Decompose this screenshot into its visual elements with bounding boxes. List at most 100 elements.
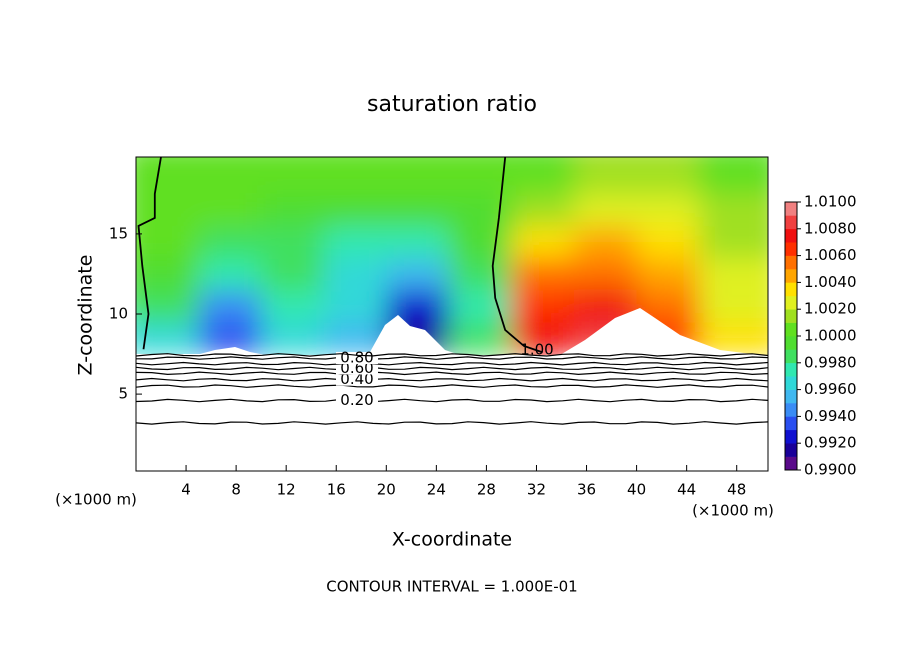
x-tick-label: 20 [377,481,396,499]
contour-line [136,398,768,403]
x-tick-label: 16 [327,481,346,499]
x-tick-label: 4 [181,481,191,499]
x-tick-label: 32 [527,481,546,499]
contour-line [136,421,768,425]
colorbar-band [785,416,797,431]
field-cell [136,289,200,323]
contour-line [136,356,768,360]
field-cell [574,257,638,291]
contour-line [136,361,768,366]
x-axis-title: X-coordinate [392,529,512,551]
field-cell [699,225,768,259]
colorbar-tick-label: 0.9920 [804,434,857,452]
colorbar-tick-label: 1.0000 [804,327,857,345]
contour-line [136,384,768,388]
field-cell [511,225,575,259]
colorbar-band [785,376,797,390]
colorbar-tick-label: 1.0040 [804,273,857,291]
y-tick-label: 15 [109,224,128,242]
x-tick-label: 8 [231,481,241,499]
y-tick-label: 10 [109,305,128,323]
field-cell [261,193,325,227]
field-cell [636,225,700,259]
field-cell [511,257,575,291]
field-cell [574,193,638,227]
colorbar-band [785,295,797,310]
contour-line [136,353,768,357]
colorbar-band [785,215,797,230]
colorbar-tick-label: 1.0060 [804,246,857,264]
colorbar-band [785,362,797,377]
field-cell [699,289,768,323]
field-cell [448,225,512,259]
contour-line [136,371,768,376]
field-cell [699,157,768,195]
colorbar-band [785,255,797,270]
colorbar-band [785,282,797,297]
field-cell [198,257,262,291]
field-cell [699,193,768,227]
field-cell [511,289,575,323]
field-cell [448,193,512,227]
overlay: 0.200.400.600.80 1.00 [136,157,768,471]
field-cell [198,225,262,259]
field-cell [261,157,325,195]
x-tick-label: 28 [477,481,496,499]
field-cell [323,257,387,291]
x-tick-label: 44 [677,481,696,499]
field-cell [261,322,325,355]
colorbar-tick-label: 1.0100 [804,193,857,211]
contour-label: 1.00 [520,341,553,359]
contour-label-bg [336,352,378,365]
colorbar-band [785,322,797,337]
field-cell [261,225,325,259]
x-tick-label: 48 [727,481,746,499]
colorbar-band [785,403,797,417]
x-unit-label: (×1000 m) [692,502,774,520]
terrain [136,308,768,471]
field-cell [261,289,325,323]
field-cell [136,322,200,355]
field-cell [636,193,700,227]
field-cell [386,157,450,195]
field-cell [511,193,575,227]
field-cell [261,257,325,291]
colorbar-band [785,429,797,444]
field-cell [386,225,450,259]
field-cell [448,257,512,291]
colorbar-tick-label: 0.9980 [804,353,857,371]
x-tick-label: 40 [627,481,646,499]
contour-label-bg [336,373,378,386]
x-unit-label: (×1000 m) [55,491,137,509]
field-cell [136,225,200,259]
x-tick-label: 24 [427,481,446,499]
field-cell [198,193,262,227]
chart-title: saturation ratio [367,92,537,117]
footer: CONTOUR INTERVAL = 1.000E-01 [326,578,577,596]
colorbar-band [785,228,797,243]
field-cell [136,157,200,195]
field-cell [511,322,575,355]
contour-label: 0.20 [340,391,373,409]
y-axis-title: Z-coordinate [75,255,97,376]
field-cell [636,257,700,291]
field-cell [448,289,512,323]
colorbar-band [785,202,797,216]
field-cell [699,257,768,291]
contour-label: 0.80 [340,349,373,367]
contour-line [136,366,768,371]
field-cell [448,322,512,355]
colorbar-tick-label: 1.0020 [804,300,857,318]
contour-line [136,377,768,382]
y-tick-label: 5 [118,385,128,403]
field-cell [323,157,387,195]
colorbar-tick-label: 1.0080 [804,219,857,237]
field-cell [136,193,200,227]
x-tick-label: 36 [577,481,596,499]
field [136,157,768,355]
colorbar-band [785,349,797,364]
field-cell [574,225,638,259]
field-cell [323,225,387,259]
field-cell [511,157,575,195]
